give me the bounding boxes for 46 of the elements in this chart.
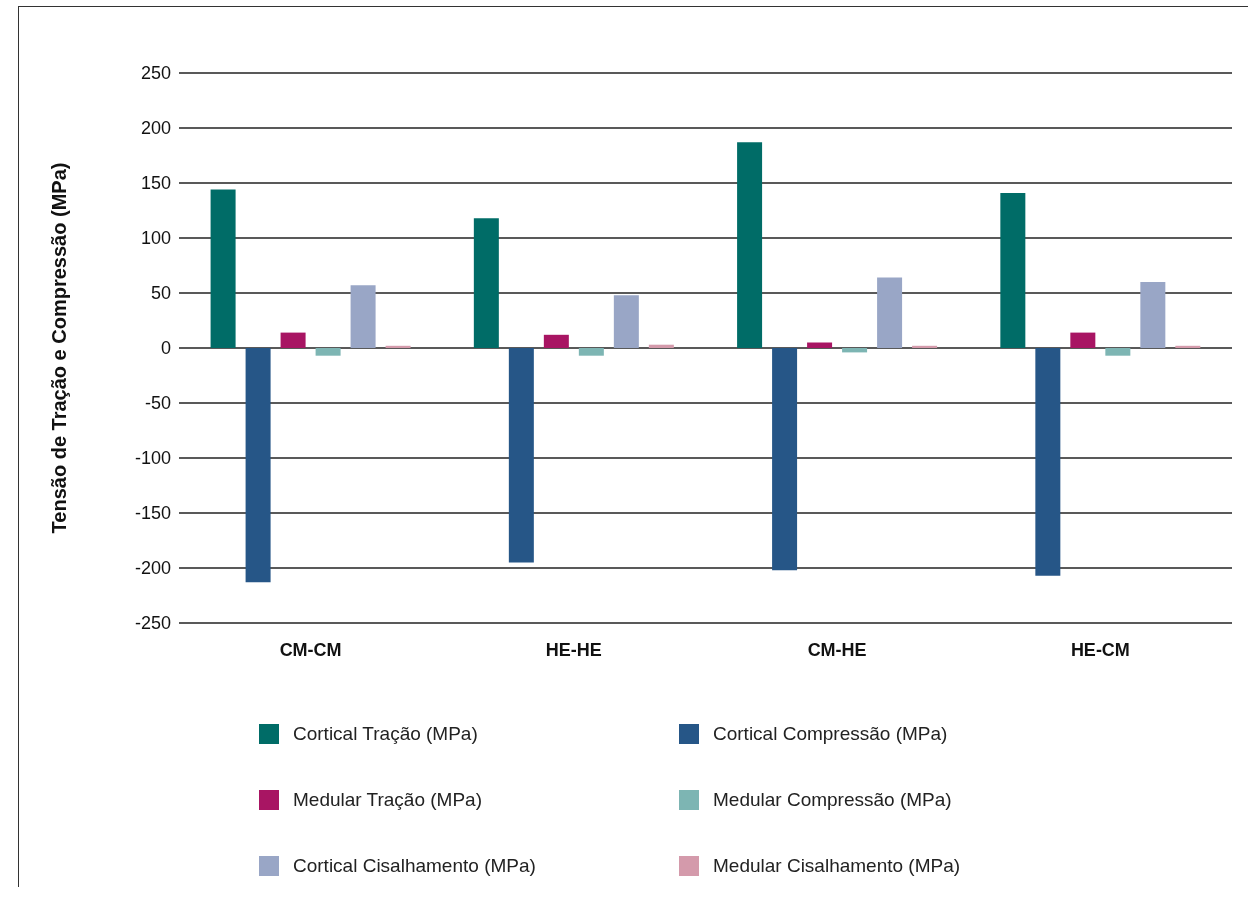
bar bbox=[1070, 332, 1096, 348]
bar bbox=[473, 218, 499, 348]
bar bbox=[508, 348, 534, 563]
bar bbox=[842, 348, 868, 353]
y-tick-label: -100 bbox=[134, 448, 171, 469]
bar bbox=[912, 345, 938, 348]
bar bbox=[772, 348, 798, 571]
bar bbox=[1140, 282, 1166, 348]
bar bbox=[280, 332, 306, 348]
y-axis-title: Tensão de Tração e Compressão (MPa) bbox=[48, 162, 71, 534]
bar bbox=[648, 344, 674, 348]
y-tick-label: 0 bbox=[160, 338, 171, 359]
bar bbox=[1105, 348, 1131, 356]
bar bbox=[210, 189, 236, 348]
legend-label: Cortical Tração (MPa) bbox=[293, 723, 478, 745]
y-tick-label: -200 bbox=[134, 558, 171, 579]
bar bbox=[877, 277, 903, 348]
legend-label: Medular Cisalhamento (MPa) bbox=[713, 855, 961, 877]
legend-label: Cortical Compressão (MPa) bbox=[713, 723, 948, 745]
bar bbox=[807, 342, 833, 348]
x-tick-label: HE-CM bbox=[1070, 639, 1130, 660]
bar bbox=[315, 348, 341, 356]
bar bbox=[1035, 348, 1061, 576]
y-tick-label: 150 bbox=[140, 173, 171, 194]
x-tick-label: HE-HE bbox=[545, 639, 602, 660]
x-tick-label: CM-CM bbox=[279, 639, 342, 660]
y-tick-label: 50 bbox=[150, 283, 171, 304]
y-tick-label: -150 bbox=[134, 503, 171, 524]
bar bbox=[613, 295, 639, 348]
bar bbox=[350, 285, 376, 348]
bar bbox=[737, 142, 763, 348]
bar bbox=[1000, 192, 1026, 348]
legend-label: Medular Tração (MPa) bbox=[293, 789, 483, 811]
bar bbox=[543, 334, 569, 348]
legend-label: Cortical Cisalhamento (MPa) bbox=[293, 855, 536, 877]
y-tick-label: 100 bbox=[140, 228, 171, 249]
bar bbox=[385, 345, 411, 348]
x-tick-label: CM-HE bbox=[807, 639, 867, 660]
bar bbox=[578, 348, 604, 356]
legend-label: Medular Compressão (MPa) bbox=[713, 789, 952, 811]
y-tick-label: -50 bbox=[144, 393, 171, 414]
bar bbox=[245, 348, 271, 583]
y-tick-label: 250 bbox=[140, 63, 171, 84]
y-tick-label: 200 bbox=[140, 118, 171, 139]
bar bbox=[1175, 345, 1201, 348]
y-tick-label: -250 bbox=[134, 613, 171, 634]
